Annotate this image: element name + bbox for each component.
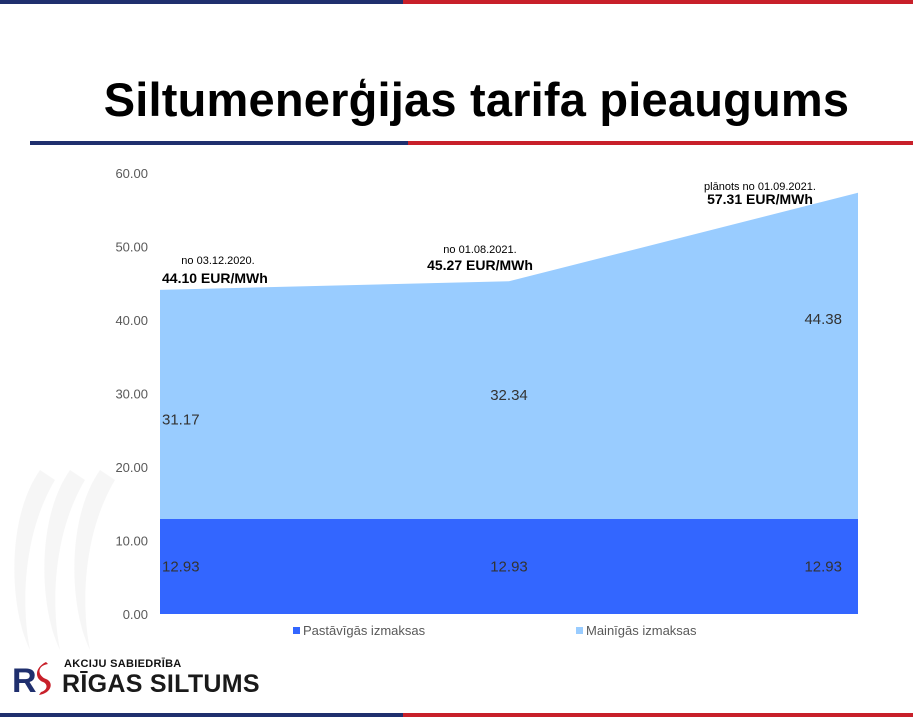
y-tick-label: 0.00 (123, 607, 148, 622)
data-label: 12.93 (490, 558, 528, 575)
data-label: 12.93 (804, 558, 842, 575)
legend-label: Pastāvīgās izmaksas (303, 623, 426, 638)
svg-text:R: R (12, 662, 37, 698)
total-caption: no 03.12.2020. (181, 255, 254, 267)
title-rule (30, 141, 913, 145)
data-label: 31.17 (162, 411, 200, 428)
data-labels: 12.93 12.93 12.93 31.17 32.34 44.38 (162, 311, 842, 576)
y-tick-label: 50.00 (115, 240, 148, 255)
rs-logo-icon: R (12, 662, 51, 698)
watermark-decoration (14, 470, 115, 650)
legend-swatch (576, 627, 583, 634)
total-caption: no 01.08.2021. (443, 244, 516, 256)
y-tick-label: 40.00 (115, 313, 148, 328)
data-label: 32.34 (490, 387, 528, 404)
data-label: 44.38 (804, 311, 842, 328)
top-rule (0, 0, 913, 4)
bottom-rule (0, 713, 913, 717)
total-value: 44.10 EUR/MWh (162, 270, 268, 286)
slide-title: Siltumenerģijas tarifa pieaugums (103, 73, 850, 126)
legend-label: Mainīgās izmaksas (586, 623, 697, 638)
total-value: 45.27 EUR/MWh (427, 257, 533, 273)
total-value: 57.31 EUR/MWh (707, 191, 813, 207)
y-tick-label: 10.00 (115, 534, 148, 549)
company-logo: R AKCIJU SABIEDRĪBA RĪGAS SILTUMS (12, 656, 302, 700)
data-label: 12.93 (162, 558, 200, 575)
y-tick-label: 60.00 (115, 166, 148, 181)
company-type: AKCIJU SABIEDRĪBA (64, 658, 182, 670)
total-caption: plānots no 01.09.2021. (704, 181, 816, 193)
y-tick-label: 30.00 (115, 387, 148, 402)
area-series (160, 192, 858, 614)
total-annotations: no 03.12.2020. 44.10 EUR/MWh no 01.08.2021… (162, 181, 816, 286)
legend: Pastāvīgās izmaksas Mainīgās izmaksas (293, 623, 697, 638)
y-axis: 0.00 10.00 20.00 30.00 40.00 50.00 60.00 (115, 166, 148, 622)
y-tick-label: 20.00 (115, 460, 148, 475)
company-name: RĪGAS SILTUMS (62, 670, 260, 698)
legend-swatch (293, 627, 300, 634)
area-series-2 (160, 192, 858, 519)
area-series-1 (160, 518, 858, 614)
